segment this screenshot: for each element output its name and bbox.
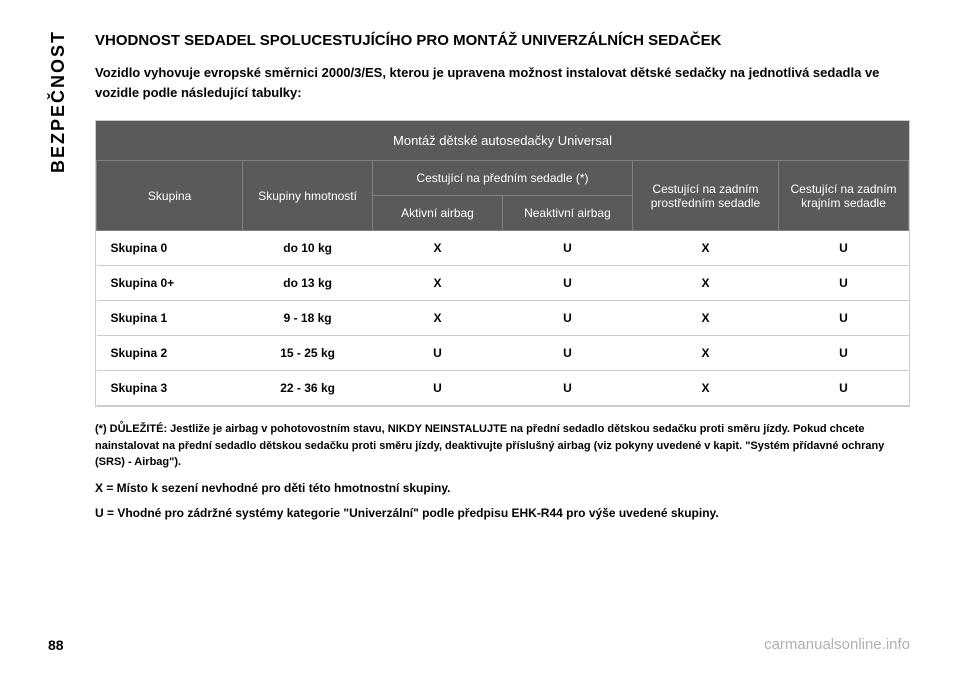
table-row: Skupina 3 22 - 36 kg U U X U (97, 371, 909, 406)
cell-prostredni: X (632, 301, 778, 336)
cell-krajni: U (779, 301, 909, 336)
cell-krajni: U (779, 231, 909, 266)
cell-neaktivni: U (502, 336, 632, 371)
legend-u: U = Vhodné pro zádržné systémy kategorie… (95, 504, 910, 523)
cell-neaktivni: U (502, 231, 632, 266)
cell-skupina: Skupina 0 (97, 231, 243, 266)
cell-hmotnost: do 10 kg (243, 231, 373, 266)
cell-aktivni: U (373, 371, 503, 406)
cell-neaktivni: U (502, 301, 632, 336)
table-header-row: Skupina Skupiny hmotností Cestující na p… (97, 161, 909, 196)
header-prostredni: Cestující na zadním prostředním sedadle (632, 161, 778, 231)
header-hmotnost: Skupiny hmotností (243, 161, 373, 231)
cell-aktivni: X (373, 266, 503, 301)
table-row: Skupina 0+ do 13 kg X U X U (97, 266, 909, 301)
cell-skupina: Skupina 1 (97, 301, 243, 336)
footnote: (*) DŮLEŽITÉ: Jestliže je airbag v pohot… (95, 421, 910, 471)
cell-krajni: U (779, 336, 909, 371)
cell-skupina: Skupina 3 (97, 371, 243, 406)
cell-hmotnost: 15 - 25 kg (243, 336, 373, 371)
cell-prostredni: X (632, 231, 778, 266)
cell-skupina: Skupina 2 (97, 336, 243, 371)
header-aktivni: Aktivní airbag (373, 196, 503, 231)
table-row: Skupina 2 15 - 25 kg U U X U (97, 336, 909, 371)
page-content: VHODNOST SEDADEL SPOLUCESTUJÍCÍHO PRO MO… (95, 30, 910, 529)
cell-krajni: U (779, 371, 909, 406)
legend-x: X = Místo k sezení nevhodné pro děti tét… (95, 479, 910, 498)
cell-krajni: U (779, 266, 909, 301)
cell-prostredni: X (632, 371, 778, 406)
intro-paragraph: Vozidlo vyhovuje evropské směrnici 2000/… (95, 63, 910, 102)
page-title: VHODNOST SEDADEL SPOLUCESTUJÍCÍHO PRO MO… (95, 30, 910, 51)
cell-prostredni: X (632, 266, 778, 301)
header-skupina: Skupina (97, 161, 243, 231)
cell-prostredni: X (632, 336, 778, 371)
table-title: Montáž dětské autosedačky Universal (96, 121, 909, 160)
seat-suitability-table: Montáž dětské autosedačky Universal Skup… (95, 120, 910, 407)
cell-aktivni: U (373, 336, 503, 371)
cell-hmotnost: 9 - 18 kg (243, 301, 373, 336)
table-row: Skupina 1 9 - 18 kg X U X U (97, 301, 909, 336)
cell-neaktivni: U (502, 266, 632, 301)
sidebar-section-label: BEZPEČNOST (48, 30, 69, 173)
header-neaktivni: Neaktivní airbag (502, 196, 632, 231)
header-predni: Cestující na předním sedadle (*) (373, 161, 633, 196)
cell-aktivni: X (373, 231, 503, 266)
cell-aktivni: X (373, 301, 503, 336)
cell-hmotnost: 22 - 36 kg (243, 371, 373, 406)
cell-neaktivni: U (502, 371, 632, 406)
header-krajni: Cestující na zadním krajním sedadle (779, 161, 909, 231)
cell-skupina: Skupina 0+ (97, 266, 243, 301)
watermark: carmanualsonline.info (764, 636, 910, 653)
page-number: 88 (48, 637, 64, 653)
table-row: Skupina 0 do 10 kg X U X U (97, 231, 909, 266)
cell-hmotnost: do 13 kg (243, 266, 373, 301)
